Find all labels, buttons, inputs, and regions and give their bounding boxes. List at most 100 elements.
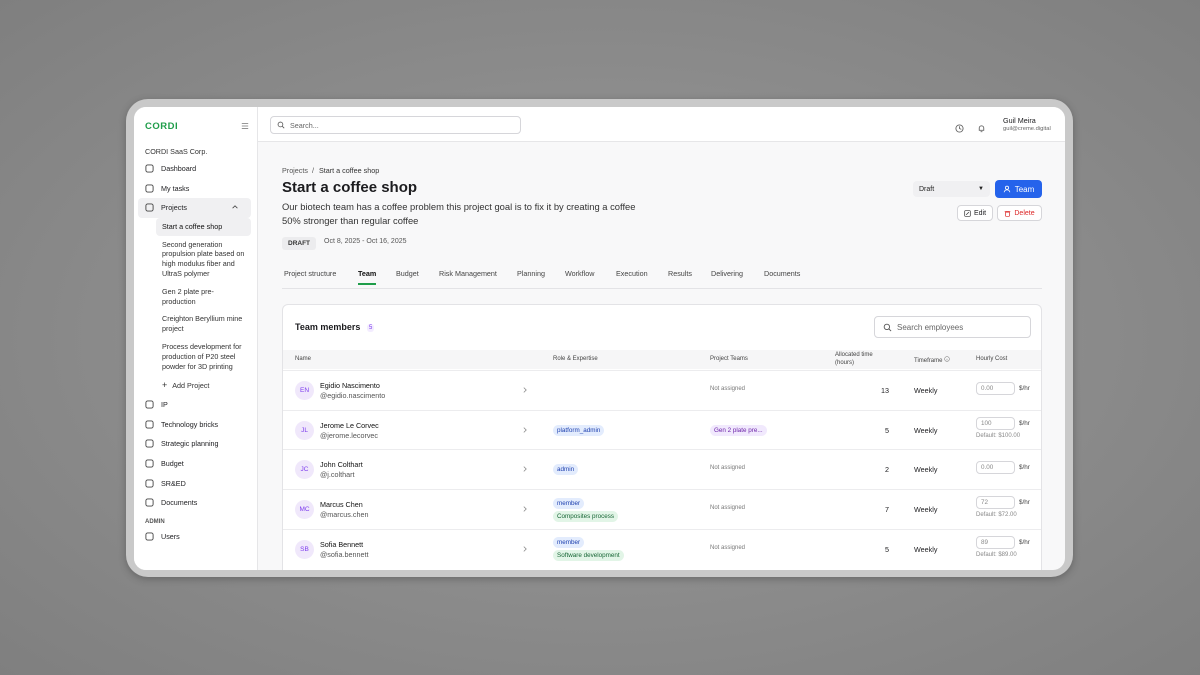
rate-input[interactable]: 89 xyxy=(976,535,1015,549)
nav-item[interactable]: Strategic planning xyxy=(138,434,251,454)
table-row: EN Egidio Nascimento @egidio.nascimento Not… xyxy=(283,370,1041,410)
tab[interactable]: Project structure xyxy=(284,269,337,278)
allocated-time: 5 xyxy=(885,544,889,554)
rate-input[interactable]: 0.00 xyxy=(976,461,1015,475)
rate-unit: $/hr xyxy=(1019,385,1030,392)
tab[interactable]: Documents xyxy=(764,269,801,278)
rate-input[interactable]: 0.00 xyxy=(976,382,1015,395)
delete-label: Delete xyxy=(1014,209,1035,217)
column-header: Project Teams xyxy=(710,356,748,362)
search-box[interactable]: Search... xyxy=(270,116,521,134)
tab[interactable]: Planning xyxy=(517,269,545,278)
row-expand[interactable] xyxy=(521,545,529,555)
icon xyxy=(145,532,154,541)
nav-item[interactable]: Dashboard xyxy=(138,159,251,179)
nav-label: SR&ED xyxy=(161,478,186,488)
icon xyxy=(944,356,951,362)
column-header: Timeframe xyxy=(914,356,951,364)
team-button[interactable]: Team xyxy=(995,180,1042,198)
rate-unit: $/hr xyxy=(1019,419,1030,427)
nav-item[interactable]: SR&ED xyxy=(138,473,251,493)
table-row: SB Sofia Bennett @sofia.bennett member Softw… xyxy=(283,528,1041,569)
add-project[interactable]: + Add Project xyxy=(134,375,257,395)
avatar: EN xyxy=(295,381,314,400)
plus-icon: + xyxy=(162,380,168,391)
status-select[interactable]: Draft ▼ xyxy=(913,181,990,197)
nav-item[interactable]: Projects xyxy=(138,198,251,218)
table-row: JL Jerome Le Corvec @jerome.lecorvec platfo… xyxy=(283,409,1041,450)
tab[interactable]: Team xyxy=(358,269,377,285)
project-link[interactable]: Process development for production of P2… xyxy=(162,341,242,371)
role-pill: platform_admin xyxy=(553,424,605,436)
project-description: Our biotech team has a coffee problem th… xyxy=(282,201,636,226)
tab[interactable]: Risk Management xyxy=(439,269,497,278)
notifications[interactable] xyxy=(977,120,986,138)
role-cell: platform_admin xyxy=(553,411,605,450)
timeframe: Weekly xyxy=(914,425,938,435)
history-icon[interactable] xyxy=(955,120,964,138)
icon xyxy=(883,323,892,331)
rate-input[interactable]: 100 xyxy=(976,416,1015,430)
member-count: 5 xyxy=(367,324,375,332)
breadcrumb-link[interactable]: Projects xyxy=(282,166,308,175)
avatar: JL xyxy=(295,420,314,440)
allocated-time: 5 xyxy=(885,425,889,435)
nav-item[interactable]: Budget xyxy=(138,454,251,474)
column-header: Role & Expertise xyxy=(553,356,598,362)
icon xyxy=(523,427,527,433)
nav-item[interactable]: My tasks xyxy=(138,179,251,199)
tab[interactable]: Execution xyxy=(616,269,648,278)
row-expand[interactable] xyxy=(521,465,529,475)
role-cell: member Software development xyxy=(553,530,624,569)
member-handle: @egidio.nascimento xyxy=(320,391,386,400)
allocated-time: 7 xyxy=(885,505,889,515)
member-name: Egidio Nascimento xyxy=(320,381,380,390)
rate-input[interactable]: 72 xyxy=(976,496,1015,510)
logo: CORDI xyxy=(145,121,179,132)
nav-item[interactable]: IP xyxy=(138,395,251,415)
rate-unit: $/hr xyxy=(1019,538,1030,546)
edit-button[interactable]: Edit xyxy=(957,205,993,221)
rate-unit: $/hr xyxy=(1019,499,1030,507)
role-pill: member xyxy=(553,497,585,509)
project-link[interactable]: Start a coffee shop xyxy=(156,217,251,236)
delete-button[interactable]: Delete xyxy=(997,205,1042,221)
user-name: Guil Meira xyxy=(1003,116,1036,125)
main: Projects / Start a coffee shop Start a coff… xyxy=(134,107,1065,570)
nav-label: Strategic planning xyxy=(161,439,219,449)
nav-list: Dashboard My tasks Projects Start a coffee … xyxy=(134,159,257,546)
icon xyxy=(145,164,154,173)
info-icon xyxy=(944,356,951,364)
rate-default: Default: $89.00 xyxy=(976,551,1017,558)
menu-toggle[interactable] xyxy=(241,122,249,132)
member-handle: @j.colthart xyxy=(320,470,355,480)
tab[interactable]: Delivering xyxy=(711,269,743,278)
icon xyxy=(955,124,964,133)
nav-label: IP xyxy=(161,400,168,410)
icon xyxy=(145,400,154,409)
icon xyxy=(145,479,154,488)
tab[interactable]: Budget xyxy=(396,269,419,278)
project-link[interactable]: Gen 2 plate pre-production xyxy=(162,286,214,306)
row-expand[interactable] xyxy=(521,426,529,436)
role-pill: admin xyxy=(553,464,579,476)
member-handle: @sofia.bennett xyxy=(320,549,369,559)
project-title: Start a coffee shop xyxy=(282,179,418,196)
user-email: guil@creme.digital xyxy=(1003,126,1051,132)
project-link[interactable]: Creighton Beryllium mine project xyxy=(162,314,243,334)
icon xyxy=(145,420,154,429)
project-link[interactable]: Second generation propulsion plate based… xyxy=(162,239,245,278)
tab[interactable]: Results xyxy=(668,269,692,278)
rate-default: Default: $100.00 xyxy=(976,432,1021,439)
tab[interactable]: Workflow xyxy=(565,269,595,278)
row-expand[interactable] xyxy=(521,505,529,515)
nav-item[interactable]: Users xyxy=(138,527,251,547)
employee-search[interactable]: Search employees xyxy=(874,316,1031,338)
edit-label: Edit xyxy=(973,209,987,217)
role-cell: member Composites process xyxy=(553,490,619,529)
nav-item[interactable]: Technology bricks xyxy=(138,415,251,435)
avatar: SB xyxy=(295,539,314,559)
timeframe: Weekly xyxy=(914,465,938,475)
nav-item[interactable]: Documents xyxy=(138,493,251,513)
row-expand[interactable] xyxy=(521,386,529,396)
